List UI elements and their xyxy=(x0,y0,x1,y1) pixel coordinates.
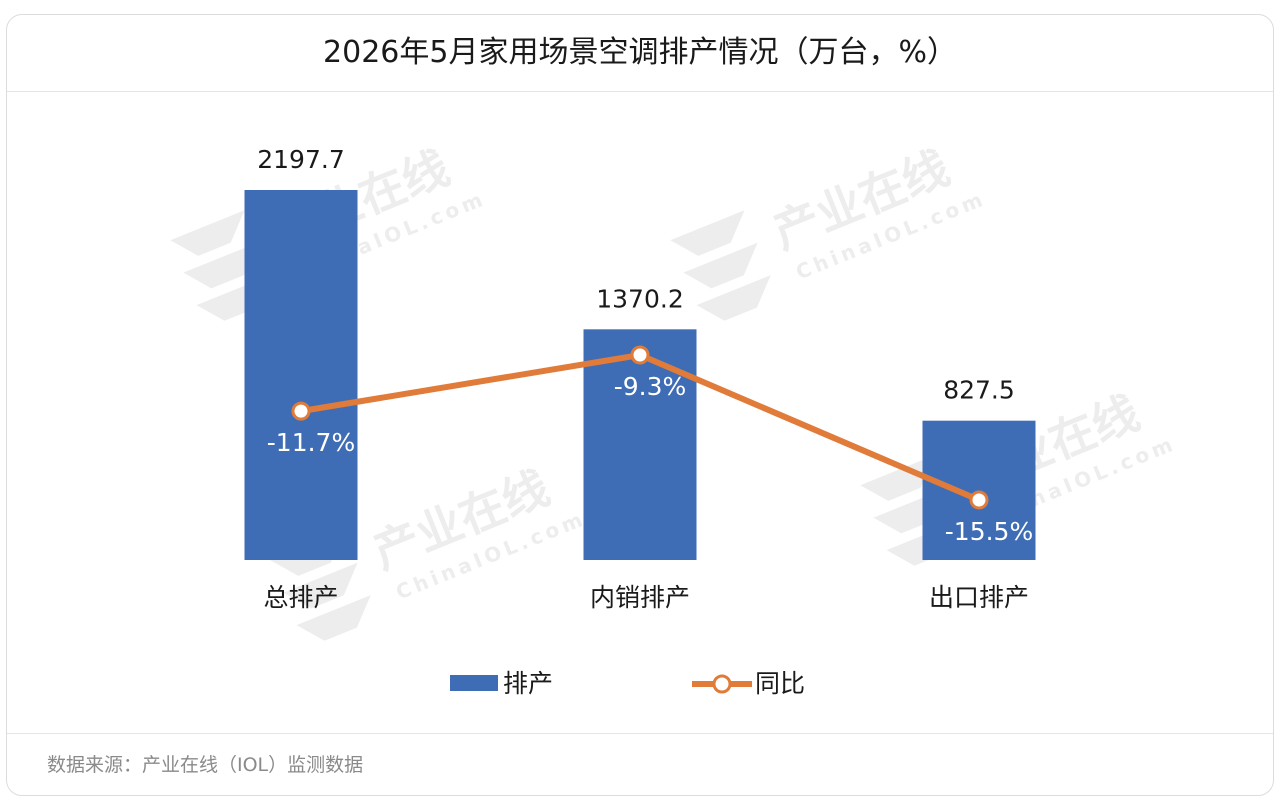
legend-label: 同比 xyxy=(755,669,805,698)
watermark-logo-icon xyxy=(670,210,771,321)
watermark-logo-shape xyxy=(170,210,245,256)
legend-bar-swatch xyxy=(450,675,498,691)
bar-value-label: 1370.2 xyxy=(596,284,683,313)
watermark-logo-shape xyxy=(283,562,358,609)
bar xyxy=(244,190,358,560)
data-source-note: 数据来源：产业在线（IOL）监测数据 xyxy=(7,733,1273,795)
line-point xyxy=(291,401,311,421)
watermark-logo-shape xyxy=(670,210,745,256)
bar-value-label: 827.5 xyxy=(943,376,1015,405)
category-label: 内销排产 xyxy=(590,583,690,612)
category-label: 出口排产 xyxy=(929,583,1029,612)
line-value-labels: -11.7% -9.3% -15.5% xyxy=(267,372,1033,546)
category-label: 总排产 xyxy=(263,583,338,612)
watermark-logo-shape xyxy=(696,275,771,321)
line-point xyxy=(630,345,650,365)
legend-line-marker xyxy=(712,674,732,694)
line-value-label: -9.3% xyxy=(614,372,687,401)
bar-series xyxy=(244,190,1036,560)
legend: 排产 同比 xyxy=(450,669,805,698)
line-series xyxy=(291,345,989,510)
watermark-logo-shape xyxy=(683,242,758,289)
category-labels: 总排产 内销排产 出口排产 xyxy=(263,583,1029,612)
bar xyxy=(922,420,1036,560)
line-value-label: -15.5% xyxy=(945,517,1033,546)
watermark-logo-shape xyxy=(183,242,258,289)
bar xyxy=(583,329,697,560)
line-point xyxy=(969,490,989,510)
bar-value-label: 2197.7 xyxy=(257,145,344,174)
watermark-logo-shape xyxy=(296,595,371,641)
legend-label: 排产 xyxy=(503,669,553,698)
chart-title: 2026年5月家用场景空调排产情况（万台，%） xyxy=(7,15,1273,92)
line-value-label: -11.7% xyxy=(267,428,355,457)
watermark-logo-shape xyxy=(860,455,935,501)
bar-value-labels: 2197.7 1370.2 827.5 xyxy=(257,145,1015,405)
